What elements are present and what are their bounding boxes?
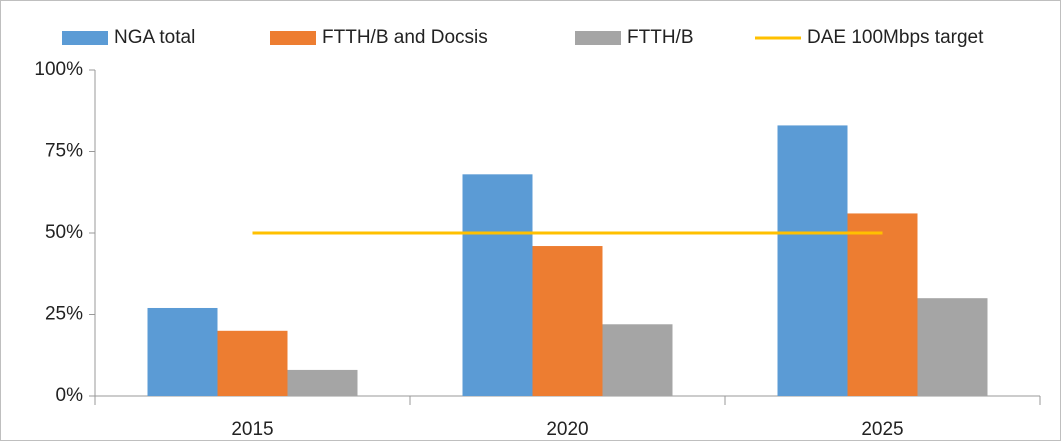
legend-swatch (270, 31, 316, 45)
x-tick-label: 2015 (231, 419, 273, 440)
legend-label: NGA total (114, 27, 195, 48)
bar (847, 213, 918, 396)
y-tick-label: 75% (45, 141, 83, 162)
y-tick-label: 0% (56, 385, 84, 406)
x-tick-label: 2020 (546, 419, 588, 440)
y-tick-label: 100% (34, 59, 83, 80)
bar (147, 307, 218, 396)
y-tick-label: 50% (45, 222, 83, 243)
bar (462, 174, 533, 396)
legend-label: FTTH/B (627, 27, 694, 48)
legend-label: FTTH/B and Docsis (322, 27, 488, 48)
bar (917, 298, 988, 396)
bar (287, 369, 358, 396)
bar (532, 246, 603, 396)
bar (602, 324, 673, 396)
bar (217, 330, 288, 396)
y-tick-label: 25% (45, 304, 83, 325)
legend-swatch (575, 31, 621, 45)
legend-label: DAE 100Mbps target (807, 27, 984, 48)
bar (777, 125, 848, 397)
x-tick-label: 2025 (861, 419, 903, 440)
legend-swatch (62, 31, 108, 45)
